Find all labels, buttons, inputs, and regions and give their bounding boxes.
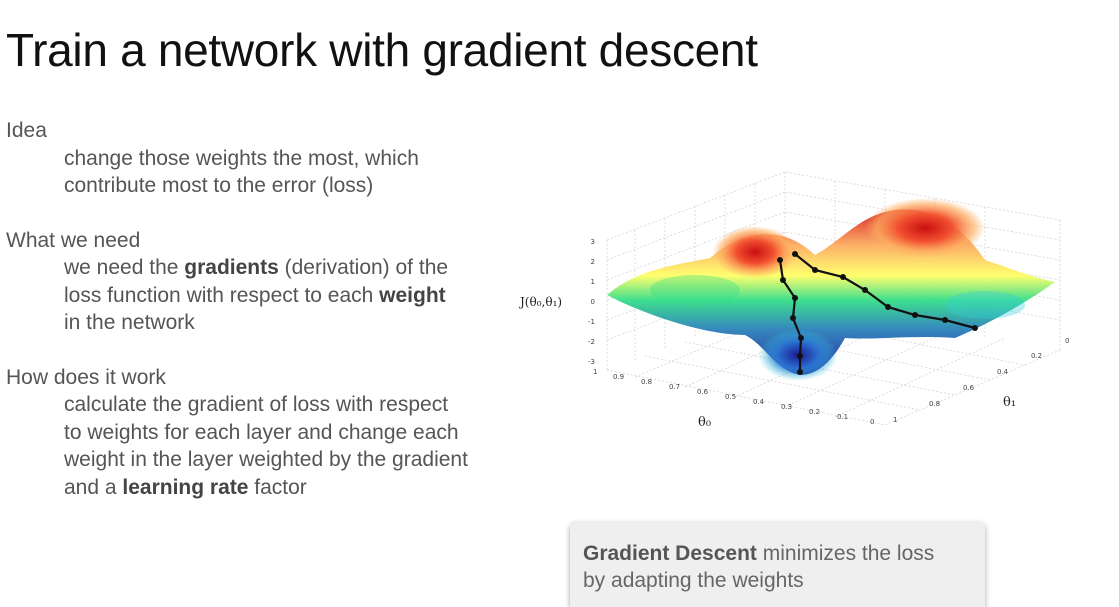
- theta0-tick: 0.3: [781, 403, 792, 411]
- text-line: loss function with respect to each weigh…: [64, 282, 526, 310]
- text-line: contribute most to the error (loss): [64, 174, 374, 197]
- section-body: calculate the gradient of loss with resp…: [6, 391, 526, 501]
- z-tick: -2: [588, 338, 595, 346]
- text-line: to weights for each layer and change eac…: [64, 420, 459, 444]
- theta0-tick: 0.4: [753, 398, 765, 406]
- theta1-tick: 0.6: [963, 384, 975, 392]
- theta0-axis-label: θ₀: [698, 415, 711, 430]
- theta0-tick: 0.8: [641, 378, 652, 386]
- text-line: we need the gradients (derivation) of th…: [64, 254, 526, 282]
- theta0-tick: 0.6: [697, 388, 709, 396]
- text-run: (derivation) of the: [278, 256, 449, 279]
- loss-surface-plot: 3 2 1 0 -1 -2 -3 J(θ₀,θ₁) 1 0.9 0.8 0.7 …: [518, 171, 1069, 430]
- callout-bold: Gradient Descent: [583, 542, 757, 565]
- bold-term: gradients: [184, 256, 279, 279]
- section-heading: Idea: [6, 119, 47, 142]
- section-heading: How does it work: [6, 365, 166, 389]
- text-line: and a learning rate factor: [64, 474, 526, 502]
- z-tick: 1: [591, 278, 595, 286]
- text-run: and a: [64, 475, 123, 499]
- bold-term: learning rate: [122, 475, 249, 499]
- loss-surface-figure: 3 2 1 0 -1 -2 -3 J(θ₀,θ₁) 1 0.9 0.8 0.7 …: [515, 160, 1115, 440]
- theta1-tick: 0: [1065, 337, 1069, 345]
- z-tick: 2: [591, 258, 595, 266]
- callout-text: minimizes the loss: [756, 542, 935, 565]
- bold-term: weight: [379, 283, 446, 307]
- theta1-axis-label: θ₁: [1003, 395, 1016, 410]
- theta0-tick: 0.1: [837, 413, 848, 421]
- slide-title: Train a network with gradient descent: [6, 24, 758, 76]
- theta1-tick: 0.8: [929, 400, 940, 408]
- theta0-tick: 0: [870, 418, 874, 426]
- text-run: we need the: [64, 256, 185, 279]
- theta0-tick: 0.2: [809, 408, 820, 416]
- section-idea: Idea change those weights the most, whic…: [6, 117, 526, 200]
- z-tick: 3: [591, 238, 595, 246]
- theta0-tick: 0.7: [669, 383, 680, 391]
- text-line: change those weights the most, which: [64, 146, 419, 170]
- descent-steps: [777, 251, 978, 375]
- text-line: in the network: [64, 311, 195, 334]
- descent-path-right: [794, 253, 976, 330]
- z-tick: -3: [588, 358, 595, 366]
- theta1-axis: 1 0.8 0.6 0.4 0.2 0: [893, 337, 1069, 424]
- callout-box: Gradient Descent minimizes the loss by a…: [570, 522, 985, 607]
- section-body: change those weights the most, which con…: [6, 145, 526, 200]
- z-tick: -1: [588, 318, 595, 326]
- callout-line: by adapting the weights: [583, 569, 804, 592]
- z-tick: 0: [591, 298, 595, 306]
- section-how-does-it-work: How does it work calculate the gradient …: [6, 364, 526, 502]
- text-run: factor: [248, 475, 307, 499]
- theta0-tick: 0.5: [725, 393, 736, 401]
- text-run: loss function with respect to each: [64, 283, 380, 307]
- theta0-tick: 0.9: [613, 373, 624, 381]
- z-axis-label: J(θ₀,θ₁): [518, 295, 562, 309]
- section-body: we need the gradients (derivation) of th…: [6, 254, 526, 337]
- z-axis: 3 2 1 0 -1 -2 -3: [588, 238, 595, 366]
- theta1-tick: 0.4: [997, 368, 1009, 376]
- slide-content: Idea change those weights the most, whic…: [6, 117, 526, 528]
- theta0-tick: 1: [593, 368, 597, 376]
- section-heading: What we need: [6, 228, 141, 252]
- callout-line: Gradient Descent minimizes the loss: [583, 540, 971, 567]
- theta0-axis: 1 0.9 0.8 0.7 0.6 0.5 0.4 0.3 0.2 0.1 0: [593, 368, 874, 426]
- theta1-tick: 0.2: [1031, 352, 1042, 360]
- loss-surface: [607, 198, 1055, 381]
- text-line: weight in the layer weighted by the grad…: [64, 448, 468, 471]
- text-line: calculate the gradient of loss with resp…: [64, 393, 449, 416]
- theta1-tick: 1: [893, 416, 897, 424]
- section-what-we-need: What we need we need the gradients (deri…: [6, 227, 526, 337]
